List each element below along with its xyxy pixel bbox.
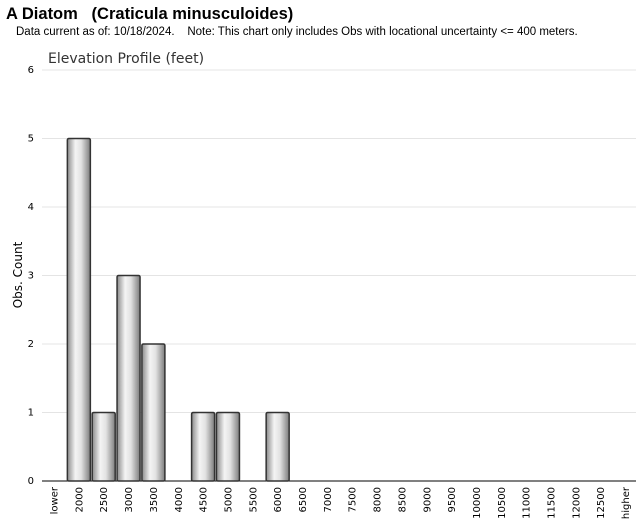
y-tick-label: 6 bbox=[28, 65, 34, 76]
x-tick-label: 10000 bbox=[472, 487, 483, 519]
x-tick-label: 4500 bbox=[199, 487, 210, 512]
x-tick-label: 3000 bbox=[124, 487, 135, 512]
x-tick-label: 9500 bbox=[447, 487, 458, 512]
x-tick-label: 2500 bbox=[99, 487, 110, 512]
x-tick-label: lower bbox=[50, 486, 61, 514]
bars bbox=[66, 137, 290, 482]
x-tick-label: 11000 bbox=[522, 487, 533, 519]
x-tick-label: 6000 bbox=[273, 487, 284, 512]
x-tick-label: 5000 bbox=[223, 487, 234, 512]
page-title: A Diatom (Craticula minusculoides) bbox=[6, 5, 294, 23]
y-axis-label: Obs. Count bbox=[11, 241, 25, 308]
x-tick-label: 7000 bbox=[323, 487, 334, 512]
chart-title: Elevation Profile (feet) bbox=[48, 51, 204, 67]
bar-3500 bbox=[141, 343, 166, 482]
bar-2000 bbox=[66, 137, 92, 482]
y-tick-label: 3 bbox=[28, 271, 34, 282]
x-tick-label: 3500 bbox=[149, 487, 160, 512]
x-tick-label: 8500 bbox=[397, 487, 408, 512]
x-tick-label: 8000 bbox=[373, 487, 384, 512]
bar-6000 bbox=[265, 411, 290, 482]
y-tick-label: 5 bbox=[28, 134, 34, 145]
bar-5000 bbox=[215, 411, 241, 482]
x-tick-label: 11500 bbox=[547, 487, 558, 519]
x-tick-label: 12500 bbox=[596, 487, 607, 519]
y-tick-label: 1 bbox=[28, 408, 34, 419]
y-tick-label: 2 bbox=[28, 339, 34, 350]
x-tick-label: 4000 bbox=[174, 487, 185, 512]
bar-4500 bbox=[190, 411, 216, 482]
x-tick-label: higher bbox=[621, 486, 632, 519]
x-tick-label: 6500 bbox=[298, 487, 309, 512]
bar-2500 bbox=[91, 411, 116, 482]
x-tick-label: 2000 bbox=[74, 487, 85, 512]
y-tick-label: 4 bbox=[28, 202, 34, 213]
bar-3000 bbox=[116, 274, 141, 482]
y-tick-labels: 0 1 2 3 4 5 6 bbox=[28, 65, 34, 487]
x-tick-label: 12000 bbox=[571, 487, 582, 519]
x-tick-label: 9000 bbox=[422, 487, 433, 512]
gridlines bbox=[42, 69, 636, 482]
x-tick-label: 7500 bbox=[348, 487, 359, 512]
y-tick-label: 0 bbox=[28, 476, 34, 487]
x-tick-label: 5500 bbox=[248, 487, 259, 512]
x-tick-labels: lower 2000 2500 3000 3500 4000 4500 5000 5500 600… bbox=[50, 486, 633, 519]
x-tick-label: 10500 bbox=[497, 487, 508, 519]
data-note: Data current as of: 10/18/2024. Note: Th… bbox=[16, 26, 578, 38]
